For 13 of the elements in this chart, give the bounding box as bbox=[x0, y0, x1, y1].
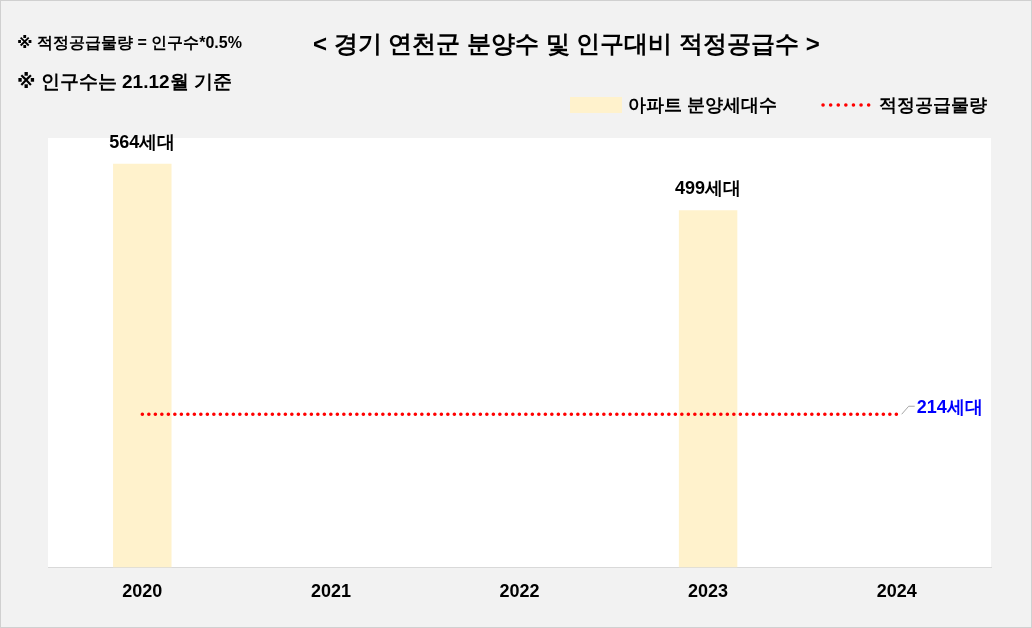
data-label: 214세대 bbox=[916, 397, 983, 418]
x-tick-label: 2023 bbox=[688, 581, 729, 602]
legend-label: 아파트 분양세대수 bbox=[627, 94, 777, 117]
x-tick-label: 2020 bbox=[122, 581, 163, 602]
x-tick-label: 2021 bbox=[310, 581, 351, 602]
text: ※ 적정공급물량 = 인구수*0.5% bbox=[17, 33, 242, 53]
data-label: 564세대 bbox=[109, 131, 176, 152]
x-tick-label: 2022 bbox=[499, 581, 540, 602]
data-label: 499세대 bbox=[675, 178, 742, 199]
chart-title: < 경기 연천군 분양수 및 인구대비 적정공급수 > bbox=[313, 29, 820, 59]
text: ※ 인구수는 21.12월 기준 bbox=[17, 70, 232, 94]
x-tick-label: 2024 bbox=[876, 581, 917, 602]
legend-label: 적정공급물량 bbox=[879, 94, 987, 117]
